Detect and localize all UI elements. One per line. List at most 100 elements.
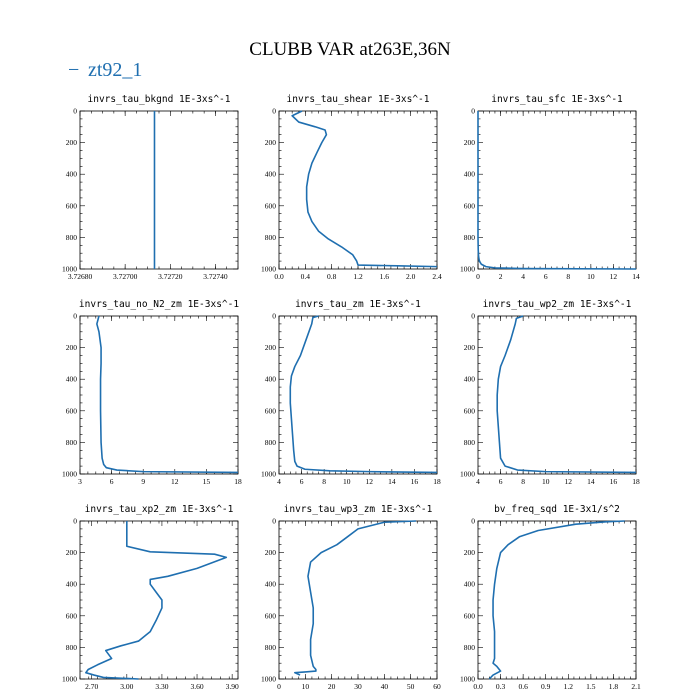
panel-6: invrs_tau_xp2_zm 1E-3xs^-1 0 200 400 600 800 1…: [62, 504, 239, 691]
panel-8: bv_freq_sqd 1E-3x1/s^2020040060080010000…: [460, 504, 641, 691]
x-tick-label: 10: [343, 477, 351, 486]
x-tick-label: 10: [302, 682, 310, 691]
x-tick-label: 4: [277, 477, 281, 486]
panel-title: invrs_tau_zm 1E-3xs^-1: [295, 299, 421, 310]
x-tick-label: 6: [110, 477, 114, 486]
plot-frame: [278, 315, 438, 475]
series-line-zt92_1: [477, 111, 637, 270]
x-tick-label: 0.3: [496, 682, 506, 691]
y-tick-label: 200: [265, 138, 277, 147]
y-tick-label: 400: [265, 375, 277, 384]
panel-title: invrs_tau_no_N2_zm 1E-3xs^-1: [79, 299, 239, 310]
panels: invrs_tau_bkgnd 1E-3xs^-1020040060080010…: [62, 94, 641, 691]
y-tick-label: 0: [471, 312, 475, 321]
x-tick-label: 3.72720: [158, 272, 183, 281]
y-tick-label: 800: [464, 643, 476, 652]
y-tick-label: 0: [272, 107, 276, 116]
y-tick-label: 200: [464, 343, 476, 352]
y-tick-label: 400: [265, 170, 277, 179]
series-line-zt92_1: [289, 315, 438, 474]
x-tick-label: 3.90: [226, 682, 239, 691]
y-tick-label: 600: [66, 611, 78, 620]
x-tick-label: 4: [521, 272, 525, 281]
panel-title: bv_freq_sqd 1E-3x1/s^2: [494, 504, 620, 515]
y-tick-label: 0: [73, 107, 77, 116]
x-tick-label: 18: [433, 477, 441, 486]
y-tick-label: 400: [464, 375, 476, 384]
y-tick-label: 600: [265, 201, 277, 210]
y-tick-label: 600: [464, 406, 476, 415]
x-tick-label: 14: [587, 477, 595, 486]
x-tick-label: 9: [141, 477, 145, 486]
plot-frame: [79, 315, 239, 475]
panel-3: invrs_tau_no_N2_zm 1E-3xs^-10 200 400 600 80…: [62, 299, 242, 486]
x-tick-label: 3.30: [155, 682, 168, 691]
y-tick-label: 600: [464, 611, 476, 620]
series-line-zt92_1: [488, 520, 625, 680]
y-tick-label: 400: [66, 170, 78, 179]
x-tick-label: 12: [565, 477, 573, 486]
series-line-zt92_1: [293, 520, 416, 676]
x-tick-label: 6: [499, 477, 503, 486]
x-tick-label: 0.0: [473, 682, 483, 691]
x-tick-label: 12: [610, 272, 618, 281]
x-tick-label: 8: [521, 477, 525, 486]
x-tick-label: 3: [78, 477, 82, 486]
panel-0: invrs_tau_bkgnd 1E-3xs^-1 0 200 400 600 800 10…: [62, 94, 239, 281]
x-tick-label: 20: [328, 682, 336, 691]
y-tick-label: 600: [66, 201, 78, 210]
x-tick-label: 1.5: [586, 682, 596, 691]
x-tick-label: 0.6: [518, 682, 528, 691]
x-tick-label: 10: [587, 272, 595, 281]
x-tick-label: 3.72740: [203, 272, 228, 281]
series-line-zt92_1: [96, 315, 239, 474]
legend: − zt92_1: [68, 59, 142, 81]
y-tick-label: 0: [272, 517, 276, 526]
x-tick-label: 3.00: [120, 682, 133, 691]
x-tick-label: 8: [322, 477, 326, 486]
legend-label: zt92_1: [88, 59, 142, 81]
y-tick-label: 200: [464, 138, 476, 147]
x-tick-label: 2.70: [85, 682, 98, 691]
y-tick-label: 200: [464, 548, 476, 557]
y-tick-label: 1000: [62, 265, 77, 274]
x-tick-label: 40: [381, 682, 389, 691]
y-tick-label: 400: [66, 580, 78, 589]
y-tick-label: 800: [464, 233, 476, 242]
x-tick-label: 18: [234, 477, 242, 486]
panel-title: invrs_tau_xp2_zm 1E-3xs^-1: [85, 504, 234, 515]
x-tick-label: 50: [407, 682, 415, 691]
y-tick-label: 800: [66, 438, 78, 447]
panel-5: invrs_tau_wp2_zm 1E-3xs^-1 0 200 400 600 800 1…: [460, 299, 640, 486]
series-line-zt92_1: [85, 521, 228, 680]
x-tick-label: 10: [542, 477, 550, 486]
panel-title: invrs_tau_bkgnd 1E-3xs^-1: [88, 94, 231, 105]
y-tick-label: 1000: [62, 675, 77, 684]
plot-frame: [477, 520, 637, 680]
plot-frame: [278, 520, 438, 680]
y-tick-label: 800: [265, 438, 277, 447]
panel-title: invrs_tau_wp3_zm 1E-3xs^-1: [284, 504, 433, 515]
x-tick-label: 30: [354, 682, 362, 691]
panel-7: invrs_tau_wp3_zm 1E-3xs^-102004006008001…: [261, 504, 441, 691]
panel-title: invrs_tau_sfc 1E-3xs^-1: [491, 94, 623, 105]
y-tick-label: 400: [66, 375, 78, 384]
plot-frame: [79, 520, 239, 680]
y-tick-label: 600: [464, 201, 476, 210]
series-line-zt92_1: [291, 110, 438, 268]
x-tick-label: 14: [388, 477, 396, 486]
x-tick-label: 0.4: [301, 272, 311, 281]
y-tick-label: 1000: [261, 470, 276, 479]
panel-title: invrs_tau_shear 1E-3xs^-1: [287, 94, 430, 105]
y-tick-label: 400: [464, 170, 476, 179]
x-tick-label: 12: [171, 477, 179, 486]
plot-frame: [79, 110, 239, 270]
y-tick-label: 1000: [460, 470, 475, 479]
panel-2: invrs_tau_sfc 1E-3xs^-1 0 200 400 600 800 1000…: [460, 94, 640, 281]
panel-4: invrs_tau_zm 1E-3xs^-1 0 200 400 600 800 10004…: [261, 299, 441, 486]
x-tick-label: 16: [411, 477, 419, 486]
y-tick-label: 0: [272, 312, 276, 321]
x-tick-label: 2.1: [631, 682, 641, 691]
y-tick-label: 1000: [62, 470, 77, 479]
